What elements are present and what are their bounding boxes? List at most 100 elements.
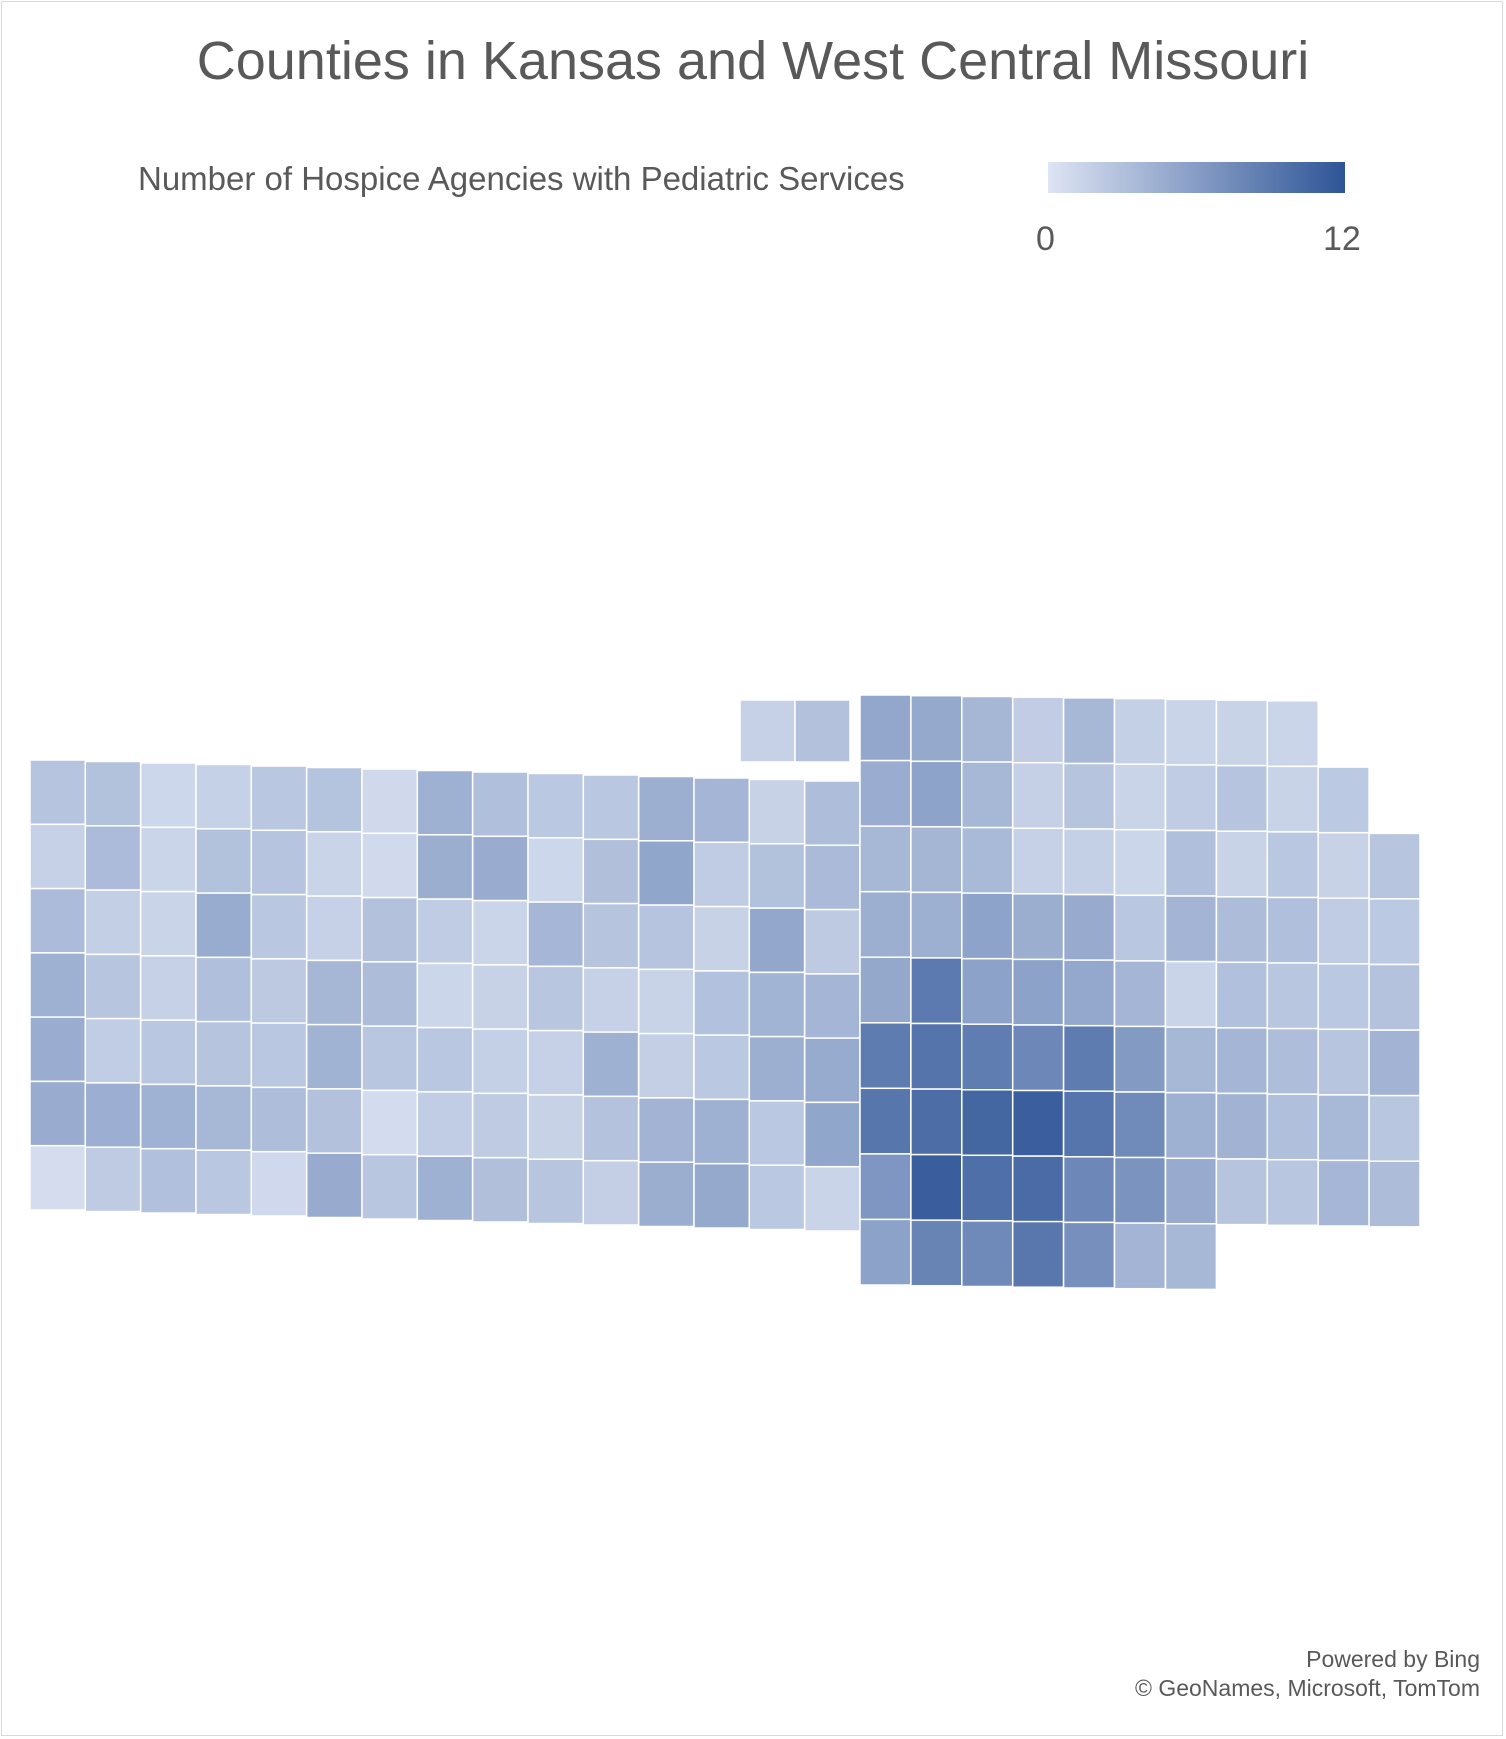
missouri-county	[961, 826, 1014, 894]
kansas-county	[250, 893, 308, 960]
missouri-county	[1011, 1024, 1065, 1092]
missouri-county	[1011, 1220, 1065, 1288]
kansas-county	[84, 1146, 142, 1213]
missouri-county	[961, 1220, 1014, 1288]
kansas-county	[527, 1029, 585, 1096]
kansas-county	[195, 1149, 253, 1216]
kansas-county	[250, 765, 308, 832]
kansas-county	[803, 844, 861, 911]
kansas-county	[305, 1088, 363, 1154]
missouri-county	[859, 825, 912, 893]
kansas-county	[693, 1098, 751, 1165]
missouri-county	[910, 826, 963, 894]
missouri-county	[1215, 764, 1269, 832]
kansas-county	[250, 1086, 308, 1153]
kansas-county	[139, 1147, 197, 1214]
kansas-county	[29, 823, 87, 890]
kansas-county	[361, 832, 419, 899]
kansas-county	[471, 1156, 529, 1223]
missouri-county	[1215, 830, 1269, 898]
kansas-county	[693, 905, 751, 972]
missouri-county	[859, 956, 912, 1024]
missouri-county	[1062, 1090, 1116, 1158]
kansas-county	[250, 1150, 308, 1217]
kansas-county	[305, 1023, 363, 1090]
missouri-county	[1062, 697, 1116, 765]
legend-title: Number of Hospice Agencies with Pediatri…	[138, 160, 905, 197]
missouri-county	[1266, 700, 1319, 768]
missouri-county	[910, 694, 963, 763]
missouri-county	[1062, 1024, 1116, 1093]
missouri-county	[1266, 1158, 1319, 1227]
missouri-county	[1011, 1089, 1065, 1157]
kansas-county	[29, 887, 87, 954]
missouri-county	[1113, 828, 1167, 897]
missouri-county	[961, 1089, 1014, 1157]
missouri-county	[910, 1088, 963, 1156]
missouri-county	[1113, 1222, 1167, 1290]
kansas-county	[582, 1095, 640, 1162]
missouri-county	[1266, 1027, 1319, 1095]
missouri-county	[961, 695, 1014, 763]
kansas-county	[527, 1158, 585, 1225]
kansas-county	[803, 1165, 861, 1232]
kansas-county	[637, 840, 695, 906]
missouri-county	[1317, 897, 1370, 965]
kansas-county	[139, 955, 197, 1021]
kansas-county	[637, 1161, 695, 1228]
missouri-county	[1317, 963, 1370, 1031]
missouri-county	[1011, 696, 1065, 764]
kansas-county	[637, 775, 695, 842]
kansas-county	[361, 1089, 419, 1156]
kansas-county	[471, 835, 529, 902]
kansas-county	[693, 970, 751, 1036]
missouri-county	[1164, 1026, 1218, 1094]
missouri-county	[859, 759, 912, 827]
kansas-county	[416, 962, 474, 1029]
kansas-county	[29, 1016, 87, 1083]
kansas-county	[471, 1028, 529, 1095]
missouri-county	[1164, 895, 1218, 963]
missouri-county	[1317, 1159, 1370, 1227]
kansas-county	[416, 834, 474, 900]
kansas-county	[748, 971, 806, 1038]
kansas-county	[803, 780, 861, 847]
missouri-county	[1215, 961, 1269, 1029]
kansas-county	[84, 825, 142, 891]
kansas-county	[361, 896, 419, 963]
kansas-county	[527, 1094, 585, 1160]
missouri-county	[1062, 762, 1116, 830]
missouri-county	[1164, 698, 1218, 766]
missouri-county	[1113, 697, 1167, 765]
kansas-county	[416, 1026, 474, 1093]
missouri-county	[961, 892, 1014, 960]
kansas-county	[84, 889, 142, 956]
missouri-county	[1113, 763, 1167, 831]
legend-color-scale	[1048, 162, 1345, 193]
kansas-county	[803, 973, 861, 1039]
kansas-county	[361, 1025, 419, 1092]
missouri-county	[1266, 831, 1319, 899]
missouri-county	[1164, 1157, 1218, 1225]
kansas-county	[139, 890, 197, 957]
kansas-county	[416, 1091, 474, 1157]
kansas-county	[361, 961, 419, 1027]
missouri-county	[1317, 1028, 1370, 1096]
kansas-county	[693, 777, 751, 844]
missouri-county	[1113, 1091, 1167, 1159]
missouri-county	[1317, 766, 1370, 834]
kansas-county	[195, 892, 253, 959]
kansas-county	[637, 1032, 695, 1099]
missouri-county	[1062, 893, 1116, 961]
missouri-county	[1164, 960, 1218, 1028]
missouri-county	[1215, 1092, 1269, 1160]
kansas-county	[29, 952, 87, 1018]
kansas-county	[748, 778, 806, 845]
missouri-county	[1368, 1094, 1421, 1162]
missouri-county	[859, 890, 912, 959]
missouri-county	[1062, 959, 1116, 1027]
kansas-county	[305, 831, 363, 897]
kansas-county	[471, 899, 529, 966]
